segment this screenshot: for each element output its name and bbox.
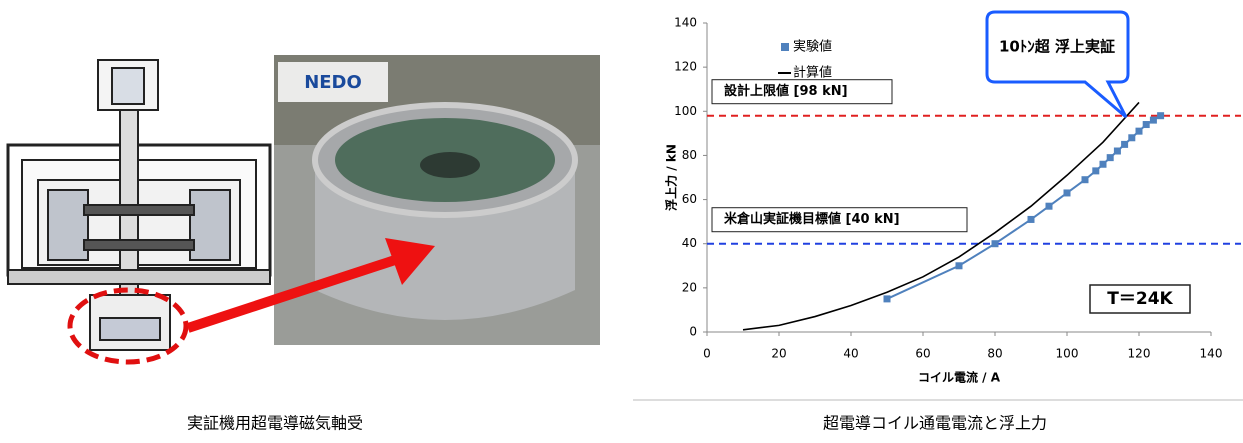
x-tick-label: 40	[843, 347, 858, 361]
data-point	[1027, 215, 1035, 223]
data-point	[1099, 160, 1107, 168]
condition-text: T＝24K	[1107, 289, 1173, 309]
data-point	[1063, 189, 1071, 197]
photo-label: NEDO	[304, 72, 362, 93]
y-tick-label: 120	[674, 60, 697, 74]
arrow	[186, 238, 435, 333]
x-axis-title: コイル電流 / A	[918, 370, 1001, 385]
y-tick-label: 60	[682, 192, 697, 206]
data-point	[991, 240, 999, 248]
data-point	[1142, 121, 1150, 129]
highlight-ring	[67, 287, 189, 365]
data-point	[1106, 154, 1114, 162]
data-point	[1113, 147, 1121, 155]
bearing-diagram	[6, 59, 272, 351]
callout-text: 10ﾄﾝ超 浮上実証	[999, 38, 1115, 56]
y-tick-label: 80	[682, 148, 697, 162]
legend-label: 計算値	[793, 65, 832, 81]
y-tick-label: 140	[674, 16, 697, 30]
data-point	[1045, 202, 1053, 210]
y-axis-title: 浮上力 / kN	[664, 144, 679, 211]
legend-label: 実験値	[793, 39, 832, 55]
caption: 実証機用超電導磁気軸受	[187, 414, 363, 433]
caption: 超電導コイル通電電流と浮上力	[823, 414, 1047, 433]
x-tick-label: 140	[1200, 347, 1223, 361]
x-tick-label: 100	[1056, 347, 1079, 361]
x-tick-label: 20	[771, 347, 786, 361]
y-tick-label: 100	[674, 104, 697, 118]
x-tick-label: 60	[915, 347, 930, 361]
reference-label-box	[711, 207, 968, 233]
reference-label: 米倉山実証機目標値 [40 kN]	[724, 211, 900, 227]
condition-box	[1089, 284, 1191, 314]
y-tick-label: 20	[682, 280, 697, 294]
reference-label: 設計上限値 [98 kN]	[724, 83, 848, 99]
photo: NEDO	[274, 55, 600, 345]
x-tick-label: 0	[703, 347, 711, 361]
y-tick-label: 40	[682, 236, 697, 250]
legend-marker	[781, 43, 789, 51]
x-tick-label: 120	[1128, 347, 1151, 361]
callout	[985, 10, 1130, 119]
series-line	[742, 101, 1140, 331]
reference-label-box	[711, 79, 893, 105]
data-point	[1128, 134, 1136, 142]
data-point	[1121, 140, 1129, 148]
data-point	[1092, 167, 1100, 175]
data-point	[1149, 116, 1157, 124]
y-tick-label: 0	[689, 325, 697, 339]
data-point	[1081, 176, 1089, 184]
data-point	[955, 262, 963, 270]
data-point	[1135, 127, 1143, 135]
data-point	[883, 295, 891, 303]
x-tick-label: 80	[987, 347, 1002, 361]
data-point	[1157, 112, 1165, 120]
chart: 0 20 40 60 80 100 120 140 0 20 40 60 80 100 120 140 コイル電…	[664, 10, 1241, 385]
